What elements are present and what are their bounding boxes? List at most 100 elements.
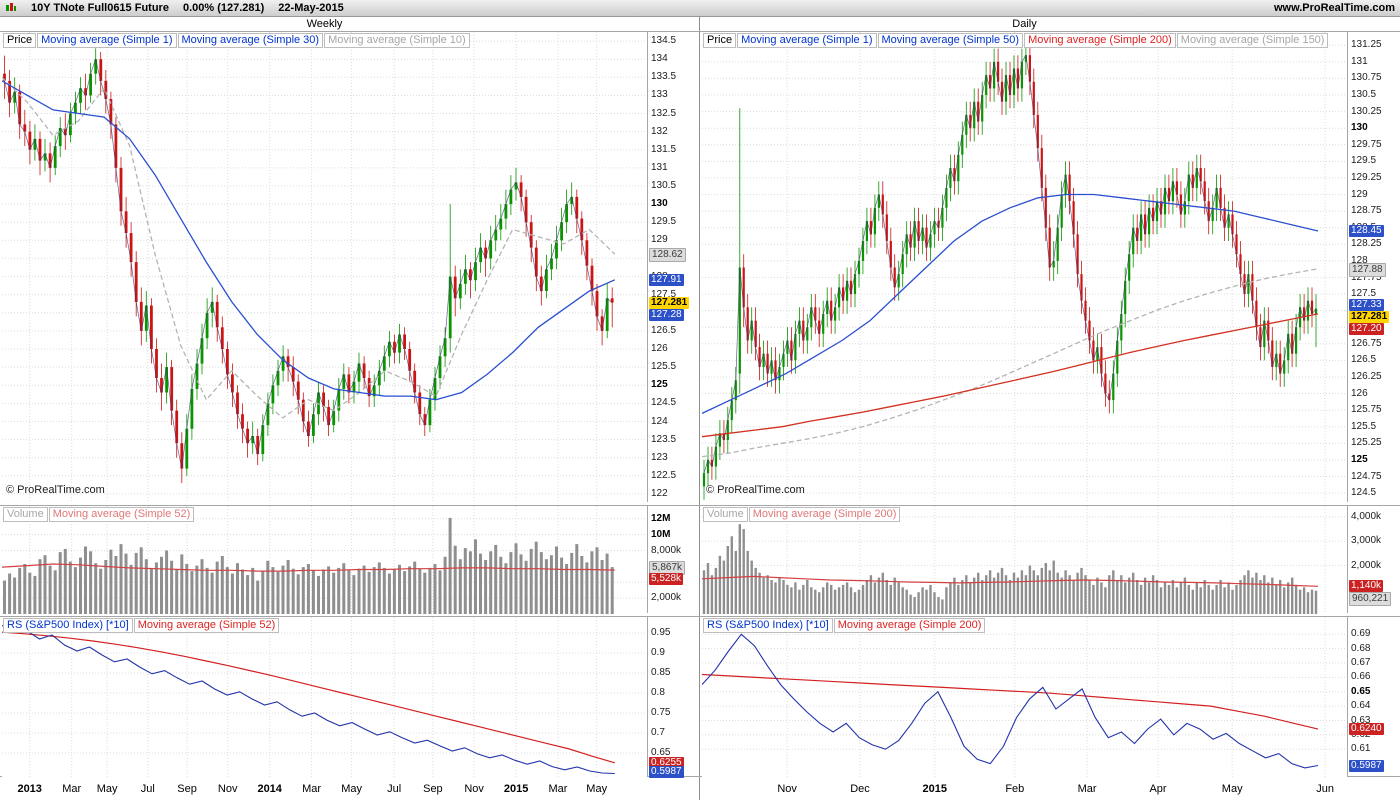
weekly-price-axis-tick: 133 xyxy=(651,89,668,101)
weekly-price-axis-tick: 124 xyxy=(651,415,668,427)
price-close-line xyxy=(703,54,1317,474)
weekly-price-legend: Price Moving average (Simple 1) Moving ave… xyxy=(3,33,471,48)
weekly-price-axis-tick: 122.5 xyxy=(651,469,677,481)
daily-price-axis[interactable]: 124.5 124.75 125 125.25 125.5 125.75 126 126.25… xyxy=(1347,32,1400,502)
weekly-price-axis-tick: 124.5 xyxy=(651,397,677,409)
rs-line xyxy=(702,633,1319,769)
weekly-time-axis-label: Mar xyxy=(548,783,568,795)
weekly-price-tag: 128.62 xyxy=(649,248,686,263)
weekly-time-axis-label: 2014 xyxy=(257,783,282,795)
weekly-time-axis-label: 2013 xyxy=(17,783,42,795)
header-bar: 10Y TNote Full0615 Future 0.00% (127.281… xyxy=(0,0,1400,17)
weekly-rs-legend-item[interactable]: Moving average (Simple 52) xyxy=(133,618,280,633)
daily-price-tag: 127.88 xyxy=(1349,262,1386,277)
weekly-price-axis-tick: 134.5 xyxy=(651,35,677,47)
weekly-time-axis-label: May xyxy=(586,783,608,795)
daily-price-axis-tick: 127.5 xyxy=(1351,288,1377,299)
daily-price-axis-tick: 131 xyxy=(1351,55,1368,67)
candlestick-chart-icon xyxy=(5,2,17,14)
daily-time-axis-label: 2015 xyxy=(922,783,948,795)
weekly-rs-legend-item[interactable]: RS (S&P500 Index) [*10] xyxy=(3,618,133,633)
daily-volume-axis-tick: 2,000k xyxy=(1351,559,1382,571)
daily-volume-tag: 960,221 xyxy=(1349,592,1392,607)
weekly-rs-axis-tick: 0.85 xyxy=(651,667,671,678)
daily-rs-axis-tick: 0.68 xyxy=(1351,642,1371,654)
daily-price-legend: Price Moving average (Simple 1) Moving ave… xyxy=(703,33,1329,48)
weekly-rs-axis-tick: 0.9 xyxy=(651,647,665,658)
weekly-rs-axis[interactable]: 0.95 0.9 0.85 0.8 0.75 0.7 0.65 0.6255 0.5987 xyxy=(647,617,700,778)
weekly-rs-legend: RS (S&P500 Index) [*10] Moving average (S… xyxy=(3,618,280,633)
daily-price-tag: 127.20 xyxy=(1349,323,1384,336)
weekly-volume-axis-tick: 2,000k xyxy=(651,592,682,604)
daily-rs-tag: 0.5987 xyxy=(1349,759,1384,772)
weekly-price-plot[interactable] xyxy=(2,32,647,503)
daily-time-axis[interactable]: Nov Dec 2015 Feb Mar Apr May Jun xyxy=(702,777,1347,800)
candlesticks xyxy=(3,48,614,484)
daily-rs-legend-item[interactable]: RS (S&P500 Index) [*10] xyxy=(703,618,833,633)
weekly-volume-legend: Volume Moving average (Simple 52) xyxy=(3,507,195,522)
daily-volume-tag: 1,140k xyxy=(1349,580,1384,593)
daily-time-axis-label: May xyxy=(1221,783,1243,795)
daily-time-axis-label: Jun xyxy=(1316,783,1334,795)
weekly-price-axis-tick: 132 xyxy=(651,125,668,137)
price-close-line xyxy=(4,57,613,469)
daily-time-axis-label: Nov xyxy=(777,783,797,795)
weekly-price-axis-tick: 126.5 xyxy=(651,324,677,336)
daily-chart-section: Daily Price Moving average (Simple 1) Movi… xyxy=(700,17,1400,800)
weekly-chart-section: Weekly Price Moving average (Simple 1) Mov… xyxy=(0,17,700,800)
weekly-chart-title: Weekly xyxy=(306,18,343,30)
weekly-rs-axis-tick: 0.65 xyxy=(651,747,671,758)
weekly-time-axis-label: Jul xyxy=(140,783,155,795)
daily-price-legend-item[interactable]: Moving average (Simple 1) xyxy=(737,33,877,48)
daily-volume-panel: Volume Moving average (Simple 200) 4,000k… xyxy=(700,505,1400,614)
daily-volume-axis-tick: 3,000k xyxy=(1351,535,1382,547)
daily-chart-title: Daily xyxy=(1012,18,1037,30)
daily-volume-plot[interactable] xyxy=(702,506,1347,614)
daily-rs-panel: RS (S&P500 Index) [*10] Moving average (S… xyxy=(700,616,1400,778)
daily-volume-legend-item[interactable]: Moving average (Simple 200) xyxy=(748,507,901,522)
daily-rs-plot[interactable] xyxy=(702,617,1347,778)
weekly-volume-plot[interactable] xyxy=(2,506,647,614)
daily-price-tag: 127.281 xyxy=(1349,311,1390,324)
daily-watermark: © ProRealTime.com xyxy=(706,484,805,496)
weekly-time-axis[interactable]: 2013 Mar May Jul Sep Nov 2014 Mar May Jul Sep Nov 20… xyxy=(2,777,647,800)
daily-price-panel: Price Moving average (Simple 1) Moving ave… xyxy=(700,31,1400,503)
daily-rs-legend-item[interactable]: Moving average (Simple 200) xyxy=(833,618,986,633)
daily-time-axis-label: Feb xyxy=(1005,783,1025,795)
sma50-line xyxy=(702,193,1319,414)
sma150-line xyxy=(702,268,1319,458)
daily-price-plot[interactable] xyxy=(702,32,1347,503)
weekly-time-axis-label: Nov xyxy=(464,783,484,795)
prorealtime-link[interactable]: www.ProRealTime.com xyxy=(1273,2,1395,14)
daily-price-axis-tick: 129.25 xyxy=(1351,171,1382,183)
daily-price-tag: 127.33 xyxy=(1349,299,1384,312)
weekly-price-legend-item[interactable]: Moving average (Simple 30) xyxy=(177,33,324,48)
daily-volume-axis-tick: 4,000k xyxy=(1351,510,1382,522)
sma200-line xyxy=(702,313,1319,438)
weekly-time-axis-label: Sep xyxy=(177,783,197,795)
daily-volume-legend-item[interactable]: Volume xyxy=(703,507,748,522)
weekly-price-axis[interactable]: 122 122.5 123 123.5 124 124.5 125 125.5 126 126.5… xyxy=(647,32,700,502)
daily-price-axis-tick: 126 xyxy=(1351,387,1368,399)
weekly-rs-plot[interactable] xyxy=(2,617,647,778)
daily-volume-axis[interactable]: 4,000k 3,000k 2,000k 1,140k 960,221 xyxy=(1347,506,1400,613)
weekly-volume-legend-item[interactable]: Moving average (Simple 52) xyxy=(48,507,195,522)
daily-price-axis-tick: 126.5 xyxy=(1351,354,1377,366)
daily-price-axis-tick: 125.5 xyxy=(1351,420,1377,432)
weekly-price-legend-item[interactable]: Moving average (Simple 1) xyxy=(37,33,177,48)
daily-price-legend-item[interactable]: Moving average (Simple 200) xyxy=(1024,33,1176,48)
daily-rs-axis[interactable]: 0.690.680.670.660.650.640.630.620.610.62… xyxy=(1347,617,1400,776)
weekly-price-legend-item[interactable]: Price xyxy=(3,33,37,48)
instrument-change: 0.00% (127.281) xyxy=(182,2,265,14)
daily-price-legend-item[interactable]: Moving average (Simple 50) xyxy=(877,33,1024,48)
weekly-watermark: © ProRealTime.com xyxy=(6,484,105,496)
daily-price-axis-tick: 125.25 xyxy=(1351,437,1382,449)
daily-price-legend-item[interactable]: Moving average (Simple 150) xyxy=(1176,33,1329,48)
daily-price-legend-item[interactable]: Price xyxy=(703,33,737,48)
daily-price-axis-tick: 130.5 xyxy=(1351,89,1377,100)
weekly-volume-legend-item[interactable]: Volume xyxy=(3,507,48,522)
weekly-rs-axis-tick: 0.95 xyxy=(651,627,671,638)
weekly-rs-tag: 0.5987 xyxy=(649,766,684,778)
weekly-price-legend-item[interactable]: Moving average (Simple 10) xyxy=(324,33,470,48)
